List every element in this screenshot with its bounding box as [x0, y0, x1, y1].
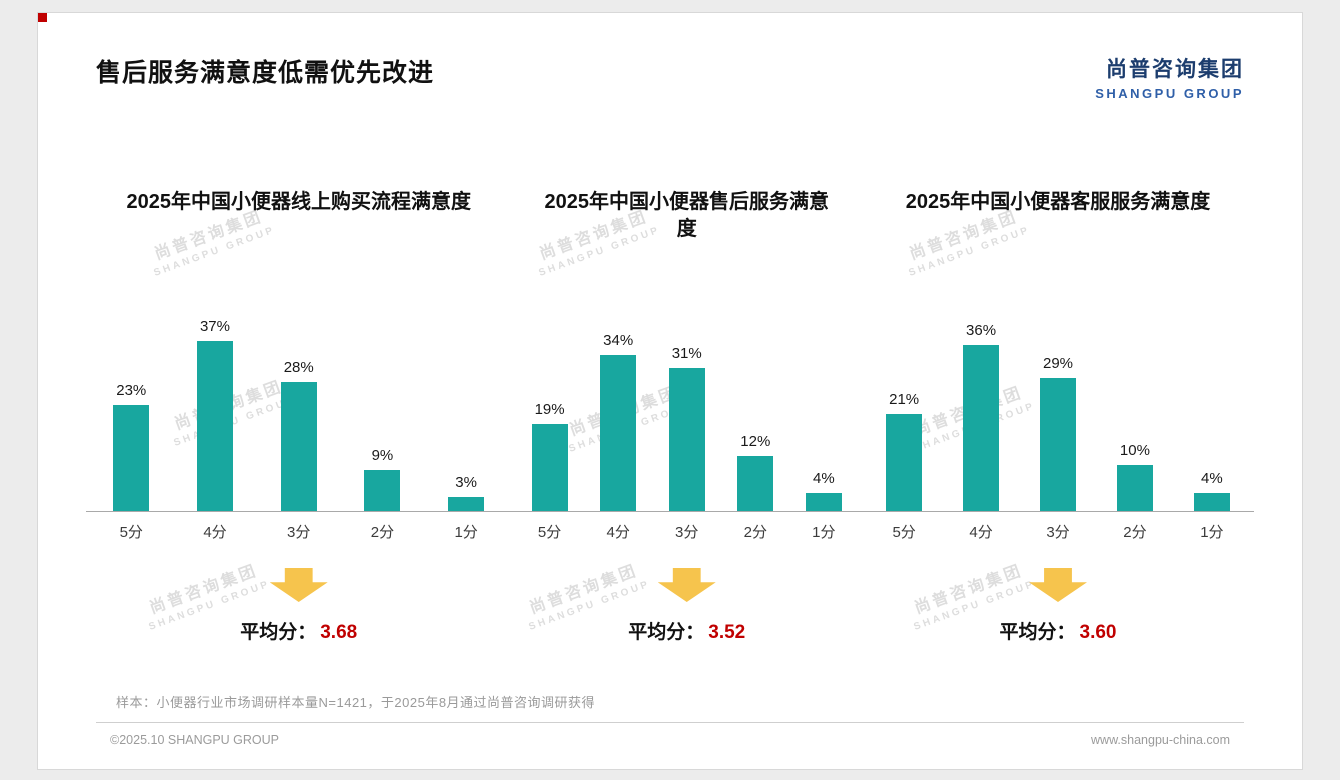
bar-group: 37%	[176, 318, 255, 511]
bar	[1193, 492, 1230, 511]
category-label: 3分	[675, 524, 699, 541]
category-label: 1分	[812, 524, 836, 541]
bar-group: 23%	[92, 382, 171, 511]
bar-value-label: 36%	[966, 322, 997, 340]
category-row: 5分 4分 3分 2分 1分	[86, 521, 511, 542]
category-label: 4分	[606, 524, 630, 541]
average-row: 平均分： 3.68	[86, 617, 511, 644]
category-row: 5分 4分 3分 2分 1分	[511, 521, 862, 542]
corner-accent	[38, 13, 47, 22]
logo: 尚普咨询集团 SHANGPU GROUP	[1095, 53, 1244, 101]
bar	[1116, 465, 1153, 511]
average-label: 平均分：	[999, 622, 1076, 643]
slide: 售后服务满意度低需优先改进 尚普咨询集团 SHANGPU GROUP 2025年…	[37, 12, 1303, 770]
bar-value-label: 3%	[455, 474, 477, 492]
down-arrow-icon	[657, 568, 716, 602]
chart-title: 2025年中国小便器线上购买流程满意度	[126, 191, 471, 213]
bar	[1040, 377, 1076, 511]
bar	[963, 345, 1000, 511]
bar	[280, 382, 317, 511]
bars-area: 21% 36% 29% 10% 4%	[862, 259, 1254, 512]
sample-note: 样本：小便器行业市场调研样本量N=1421，于2025年8月通过尚普咨询调研获得	[116, 695, 596, 710]
category-label: 2分	[743, 524, 767, 541]
bar-value-label: 28%	[283, 359, 314, 377]
bar-value-label: 4%	[1201, 469, 1223, 487]
bar-value-label: 31%	[671, 345, 702, 363]
category-label: 2分	[370, 524, 395, 541]
bar	[886, 414, 923, 511]
bar-group: 3%	[427, 474, 506, 511]
category-label: 5分	[892, 524, 916, 541]
bar	[600, 354, 637, 511]
bar	[364, 469, 401, 511]
bar-value-label: 12%	[740, 432, 771, 450]
bar-group: 31%	[655, 345, 719, 511]
average-label: 平均分：	[628, 622, 705, 643]
category-label: 1分	[1200, 524, 1224, 541]
chart-column-2: 2025年中国小便器售后服务满意度 19% 34% 31% 12% 4% 5分 4分 3分 2分 1…	[511, 189, 863, 644]
average-row: 平均分： 3.52	[511, 617, 862, 644]
bar-group: 4%	[792, 470, 856, 511]
bar	[531, 423, 568, 511]
bar	[448, 497, 485, 511]
bar-value-label: 19%	[534, 400, 565, 418]
charts-row: 2025年中国小便器线上购买流程满意度 23% 37% 28% 9% 3% 5分 4分 3分 2分…	[86, 189, 1254, 644]
category-label: 4分	[969, 524, 993, 541]
footer: ©2025.10 SHANGPU GROUP www.shangpu-china…	[96, 722, 1244, 747]
chart-title: 2025年中国小便器售后服务满意度	[544, 191, 829, 240]
bar-value-label: 4%	[813, 469, 835, 487]
bar-value-label: 37%	[199, 317, 230, 335]
logo-cn-text: 尚普咨询集团	[1106, 58, 1244, 81]
category-label: 1分	[454, 524, 478, 541]
category-label: 3分	[1046, 524, 1070, 541]
category-label: 5分	[119, 524, 143, 541]
category-label: 3分	[287, 524, 311, 541]
website-text: www.shangpu-china.com	[1091, 733, 1230, 747]
bar-group: 34%	[586, 332, 650, 511]
chart-column-1: 2025年中国小便器线上购买流程满意度 23% 37% 28% 9% 3% 5分 4分 3分 2分…	[86, 189, 512, 644]
bar	[196, 340, 233, 511]
bar-group: 21%	[868, 391, 940, 511]
bars-area: 23% 37% 28% 9% 3%	[86, 259, 512, 512]
average-value: 3.60	[1079, 622, 1117, 643]
category-label: 2分	[1123, 524, 1147, 541]
page-title: 售后服务满意度低需优先改进	[96, 59, 435, 87]
down-arrow-icon	[269, 568, 328, 602]
bar-group: 28%	[259, 359, 338, 511]
average-label: 平均分：	[240, 622, 317, 643]
category-label: 5分	[537, 524, 562, 541]
bar-value-label: 21%	[889, 391, 920, 409]
bar	[737, 455, 774, 511]
chart-title: 2025年中国小便器客服服务满意度	[905, 191, 1211, 213]
chart-column-3: 2025年中国小便器客服服务满意度 21% 36% 29% 10% 4% 5分 4分 3分 2分 1…	[862, 189, 1254, 644]
header: 售后服务满意度低需优先改进 尚普咨询集团 SHANGPU GROUP	[38, 13, 1302, 101]
bar-value-label: 9%	[371, 446, 394, 464]
bar-group: 9%	[343, 447, 422, 511]
bar-group: 36%	[945, 322, 1017, 511]
bar-value-label: 10%	[1119, 442, 1150, 459]
average-row: 平均分： 3.60	[862, 617, 1254, 644]
bars-area: 19% 34% 31% 12% 4%	[511, 259, 863, 512]
bar-group: 4%	[1176, 470, 1248, 511]
down-arrow-icon	[1029, 568, 1087, 602]
bar-group: 29%	[1022, 355, 1094, 511]
bar-value-label: 23%	[116, 382, 147, 400]
bar	[668, 368, 705, 511]
category-row: 5分 4分 3分 2分 1分	[862, 521, 1254, 542]
bar	[805, 492, 842, 511]
bar-group: 19%	[517, 401, 581, 511]
bar	[113, 405, 150, 511]
category-label: 4分	[203, 524, 227, 541]
logo-en-text: SHANGPU GROUP	[1095, 86, 1244, 101]
average-value: 3.52	[708, 622, 746, 643]
bar-group: 12%	[723, 433, 787, 511]
bar-group: 10%	[1099, 442, 1171, 511]
bar-value-label: 34%	[603, 331, 634, 349]
copyright-text: ©2025.10 SHANGPU GROUP	[110, 733, 279, 747]
average-value: 3.68	[320, 622, 358, 643]
bar-value-label: 29%	[1042, 354, 1074, 372]
